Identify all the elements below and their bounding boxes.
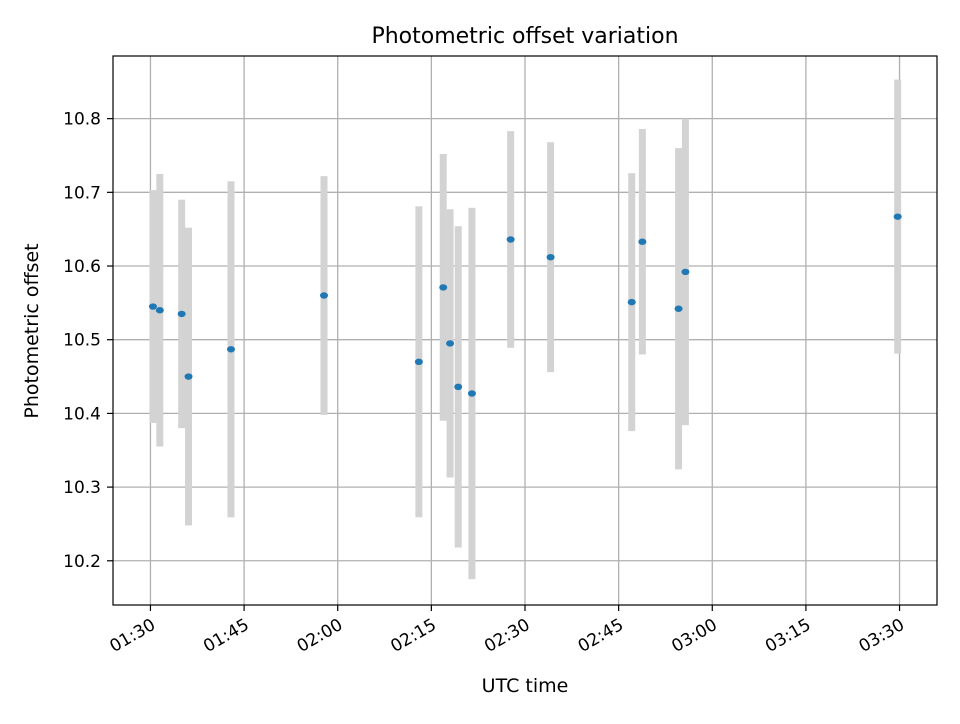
data-point	[681, 268, 690, 276]
x-tick-label: 03:15	[762, 615, 814, 657]
y-tick-label: 10.6	[63, 257, 101, 277]
data-point	[184, 373, 193, 380]
y-tick-label: 10.7	[63, 183, 101, 203]
y-axis-label: Photometric offset	[21, 243, 43, 418]
x-tick-label: 02:30	[481, 615, 533, 657]
data-point	[177, 310, 186, 318]
data-point	[546, 253, 555, 261]
data-point	[638, 238, 647, 245]
data-point	[454, 383, 463, 391]
data-point	[467, 390, 476, 397]
grid	[113, 56, 937, 605]
x-tick-label: 02:00	[294, 615, 346, 657]
chart-title: Photometric offset variation	[371, 24, 678, 49]
y-tick-label: 10.3	[63, 478, 101, 498]
x-tick-label: 01:45	[200, 615, 252, 657]
data-points	[148, 213, 902, 397]
data-point	[319, 292, 328, 299]
y-tick-label: 10.8	[63, 110, 101, 130]
y-axis: 10.2 10.3 10.4 10.5 10.6 10.7 10.8	[63, 110, 113, 572]
data-point	[414, 358, 423, 366]
data-point	[226, 346, 235, 353]
data-point	[446, 340, 455, 347]
y-tick-label: 10.4	[63, 404, 101, 424]
data-point	[506, 236, 515, 243]
data-point	[155, 307, 164, 314]
x-tick-label: 02:15	[387, 615, 439, 657]
data-point	[627, 298, 636, 306]
x-tick-label: 01:30	[107, 615, 159, 657]
x-tick-label: 03:30	[856, 615, 908, 657]
x-axis-label: UTC time	[482, 675, 569, 697]
data-point	[148, 303, 157, 310]
x-tick-label: 02:45	[575, 615, 627, 657]
data-point	[893, 213, 902, 220]
data-point	[674, 305, 683, 312]
y-tick-label: 10.5	[63, 331, 101, 351]
data-point	[439, 284, 448, 291]
x-tick-label: 03:00	[668, 615, 720, 657]
y-tick-label: 10.2	[63, 552, 101, 572]
x-axis: 01:30 01:45 02:00 02:15 02:30 02:45 03:00 03:15…	[107, 605, 908, 657]
